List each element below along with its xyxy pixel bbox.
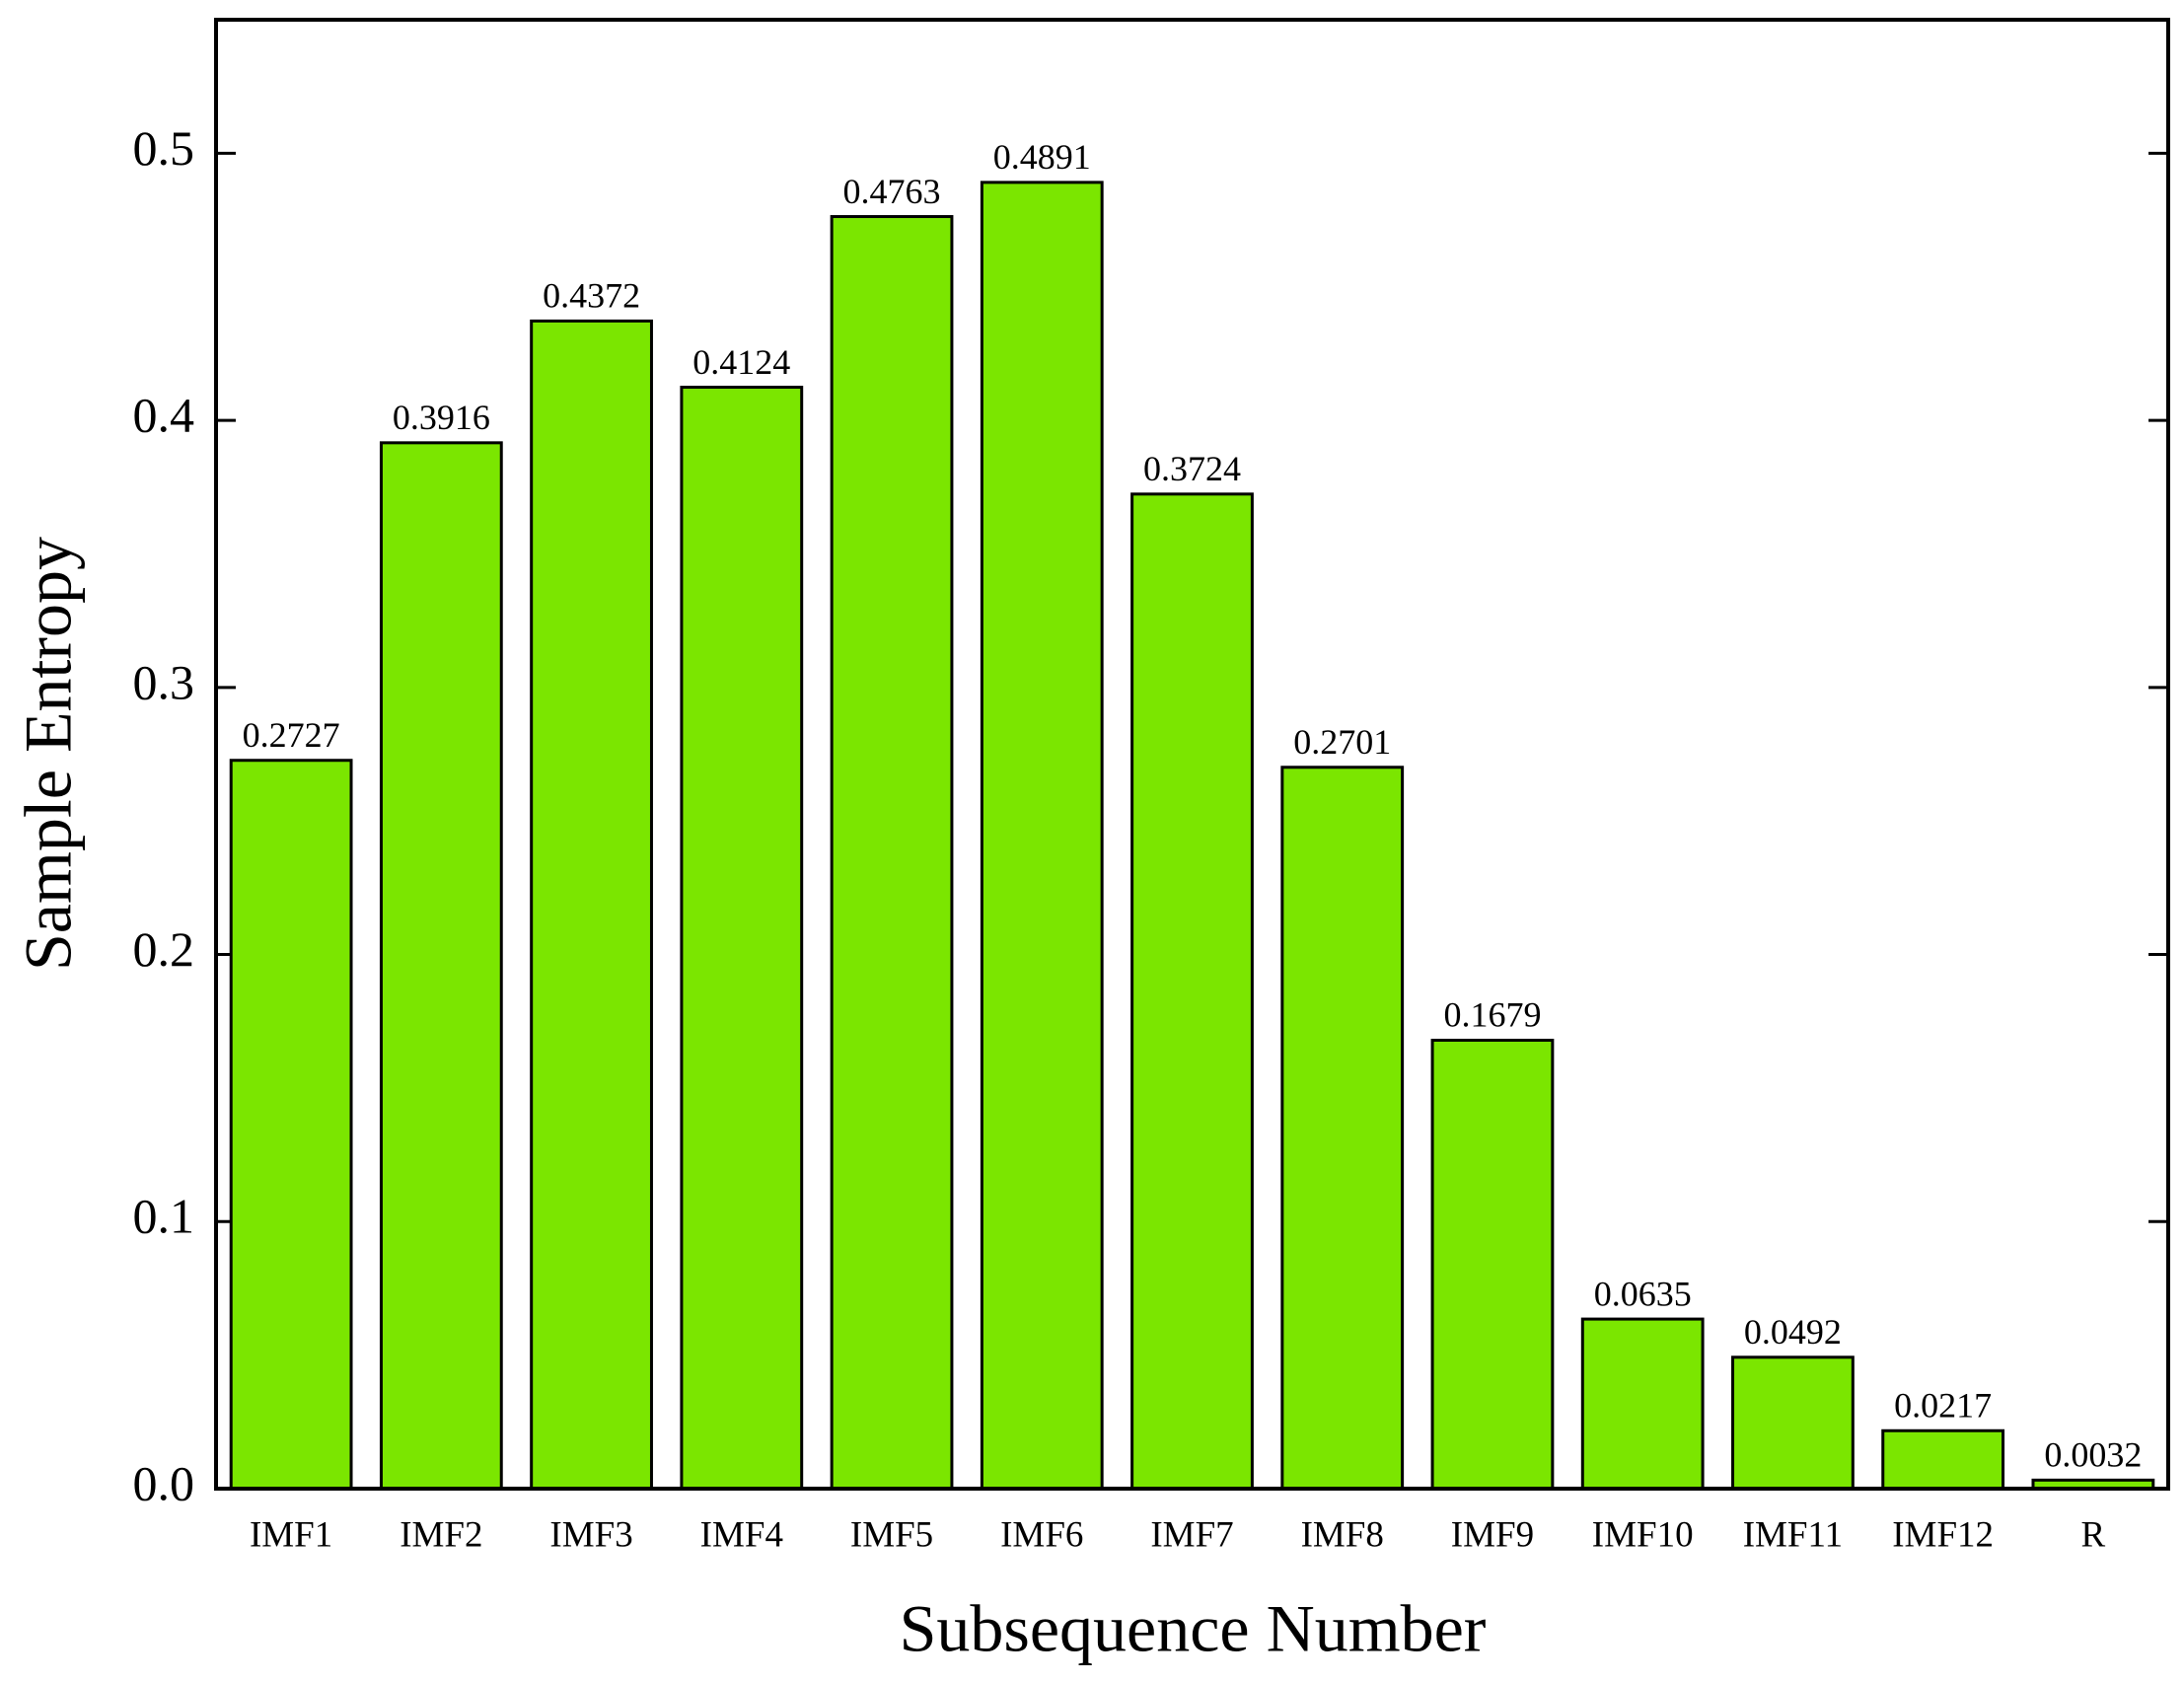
y-axis-title: Sample Entropy (11, 537, 86, 971)
y-tick-label: 0.1 (133, 1189, 195, 1244)
plot-frame (214, 18, 2170, 1491)
bar (1280, 766, 1405, 1491)
x-tick-label: IMF4 (700, 1514, 783, 1555)
bar (530, 319, 653, 1491)
y-tick-label: 0.2 (133, 921, 195, 977)
value-label: 0.3724 (1143, 449, 1241, 488)
value-label: 0.0492 (1744, 1312, 1842, 1352)
value-label: 0.4763 (843, 172, 941, 211)
x-tick-label: IMF7 (1150, 1514, 1233, 1555)
x-tick-label: IMF10 (1592, 1514, 1694, 1555)
bar (1580, 1317, 1705, 1491)
x-tick-label: IMF9 (1451, 1514, 1534, 1555)
y-tick-label: 0.4 (133, 388, 195, 443)
value-label: 0.4372 (543, 276, 640, 316)
bar (1130, 492, 1254, 1491)
bar (1881, 1428, 2005, 1491)
x-axis-title: Subsequence Number (900, 1591, 1487, 1666)
bar (379, 441, 503, 1491)
value-label: 0.0635 (1594, 1274, 1692, 1313)
y-tick-label: 0.0 (133, 1455, 195, 1510)
bar (830, 215, 954, 1491)
x-tick-label: IMF6 (1000, 1514, 1083, 1555)
bar (980, 181, 1104, 1491)
value-label: 0.2701 (1293, 722, 1391, 762)
bar (680, 386, 804, 1491)
x-tick-label: IMF1 (250, 1514, 332, 1555)
x-tick-label: IMF5 (850, 1514, 933, 1555)
bar (229, 759, 353, 1491)
x-tick-label: IMF3 (549, 1514, 632, 1555)
value-label: 0.4891 (993, 137, 1091, 177)
value-label: 0.4124 (692, 342, 790, 382)
value-label: 0.0217 (1894, 1386, 1992, 1426)
value-label: 0.0032 (2044, 1435, 2142, 1475)
x-tick-label: IMF11 (1743, 1514, 1843, 1555)
x-tick-label: IMF2 (400, 1514, 482, 1555)
value-label: 0.2727 (243, 715, 340, 755)
y-tick-label: 0.3 (133, 654, 195, 709)
x-tick-label: IMF8 (1301, 1514, 1384, 1555)
value-label: 0.1679 (1443, 995, 1541, 1035)
value-label: 0.3916 (393, 398, 490, 437)
x-tick-label: R (2081, 1514, 2106, 1555)
y-tick-label: 0.5 (133, 120, 195, 176)
x-tick-label: IMF12 (1892, 1514, 1994, 1555)
bar (1430, 1038, 1555, 1491)
bar (1731, 1355, 1855, 1491)
